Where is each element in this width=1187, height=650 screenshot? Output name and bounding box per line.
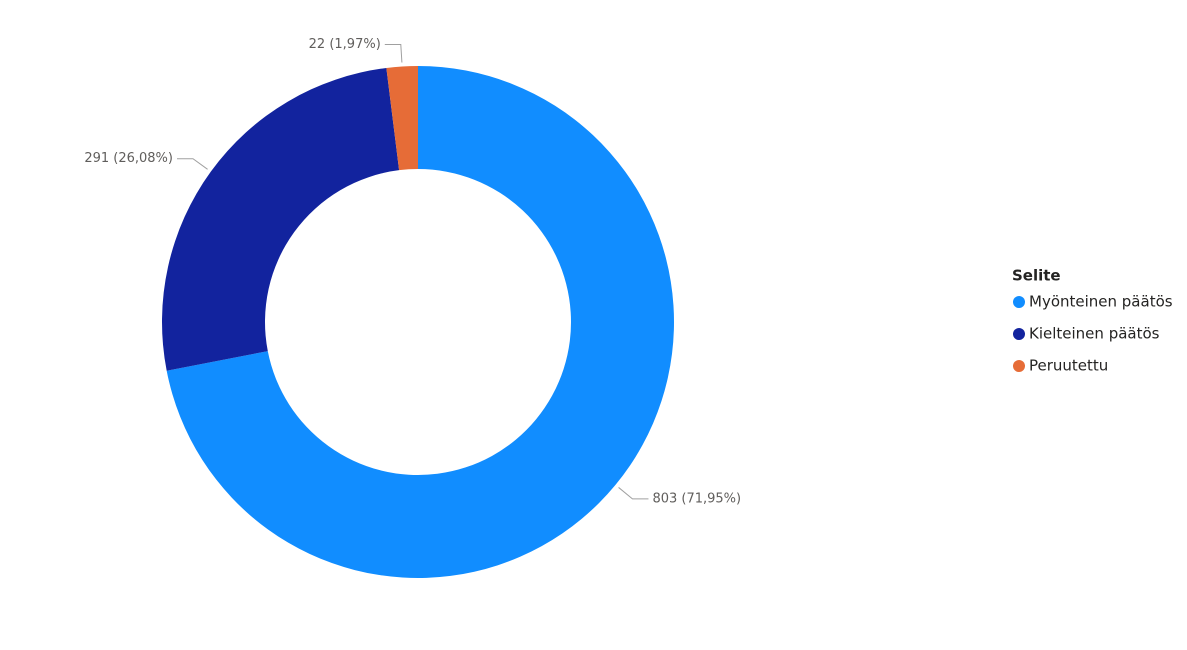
leader-line (177, 158, 208, 170)
data-label: 291 (26,08%) (84, 151, 173, 166)
donut-slice (166, 66, 675, 578)
data-label: 22 (1,97%) (309, 37, 381, 52)
donut-slice (161, 67, 400, 371)
legend-marker (1013, 328, 1025, 340)
legend-label: Peruutettu (1029, 357, 1108, 375)
leader-line (384, 44, 403, 63)
donut-slice (386, 66, 418, 171)
legend-label: Kielteinen päätös (1029, 325, 1160, 343)
legend-label: Myönteinen päätös (1029, 293, 1173, 311)
legend-marker (1013, 360, 1025, 372)
leader-line (618, 487, 649, 500)
legend-marker (1013, 296, 1025, 308)
data-label: 803 (71,95%) (652, 491, 741, 506)
legend-title: Selite (1012, 267, 1061, 285)
